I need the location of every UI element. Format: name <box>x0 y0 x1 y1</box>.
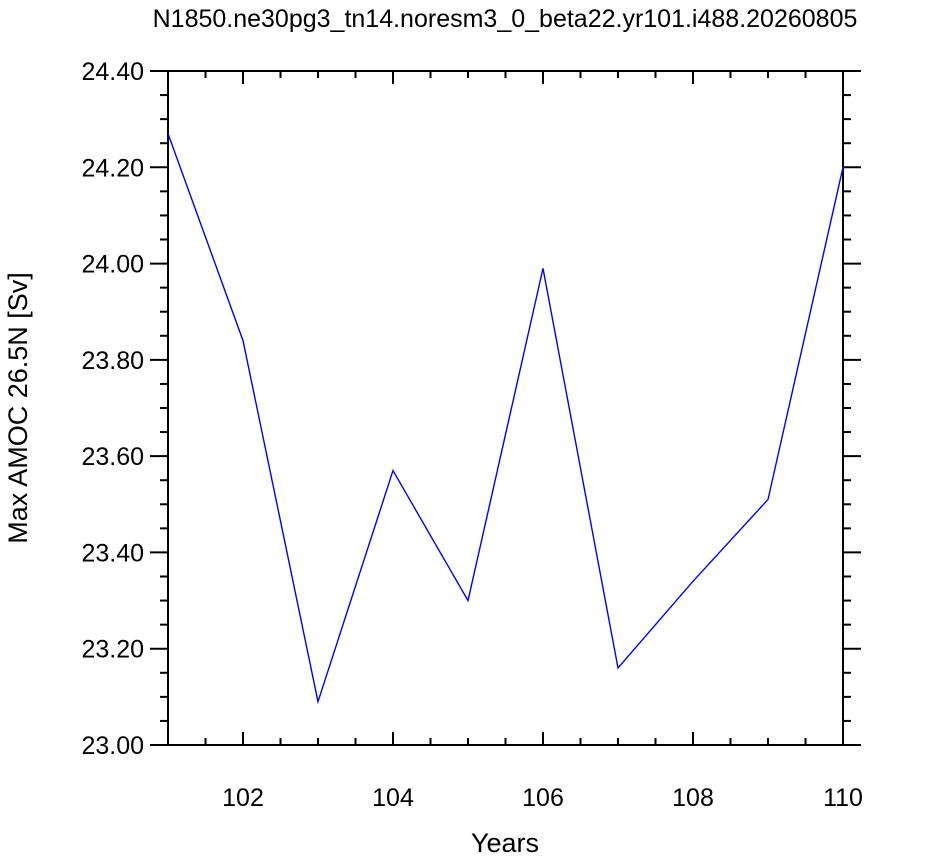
x-tick-label: 102 <box>222 784 264 812</box>
plot-area: 102 104 106 108 110 23.00 23.20 23.40 23.60 23.80… <box>81 58 862 812</box>
y-tick-label: 23.00 <box>81 732 144 760</box>
series-line <box>167 133 844 705</box>
y-tick-label: 24.00 <box>81 251 144 279</box>
x-axis-label: Years <box>471 828 539 858</box>
x-tick-label: 108 <box>672 784 714 812</box>
y-tick-label: 23.60 <box>81 443 144 471</box>
y-tick-label: 23.20 <box>81 636 144 664</box>
x-tick-label: 110 <box>823 784 863 812</box>
y-axis-label: Max AMOC 26.5N [Sv] <box>3 272 33 544</box>
y-tick-label: 23.40 <box>81 539 144 567</box>
y-tick-label: 24.20 <box>81 154 144 182</box>
x-tick-label: 104 <box>372 784 414 812</box>
plot-frame <box>167 70 844 746</box>
x-tick-label: 106 <box>522 784 564 812</box>
y-tick-label: 24.40 <box>81 58 144 86</box>
chart-title: N1850.ne30pg3_tn14.noresm3_0_beta22.yr10… <box>153 5 858 33</box>
y-tick-label: 23.80 <box>81 347 144 375</box>
